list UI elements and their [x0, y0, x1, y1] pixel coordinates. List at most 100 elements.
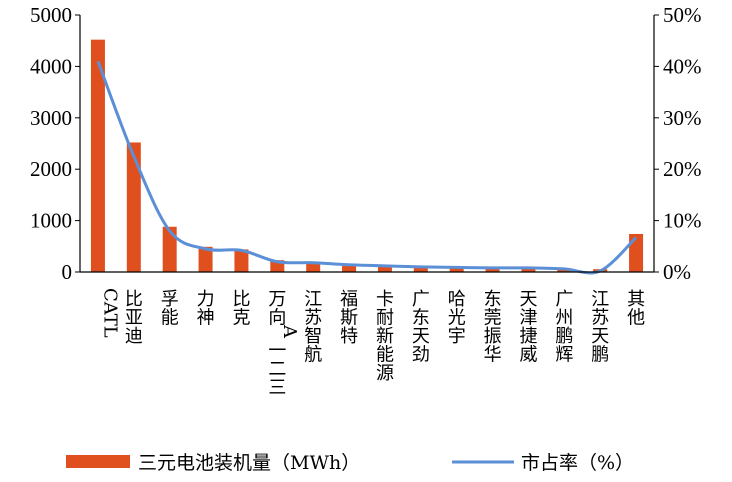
category-labels: CATL 比亚迪孚能力神比克万向A一二三江苏智航福斯特卡耐新能源广东天劲哈光宇东莞… [99, 288, 645, 399]
category-label: 力神 [197, 289, 215, 329]
svg-text:辉: 辉 [555, 345, 573, 366]
bar [162, 226, 177, 272]
svg-text:他: 他 [627, 308, 645, 329]
category-label: 比亚迪 [125, 289, 143, 347]
svg-text:比: 比 [232, 289, 250, 310]
category-label: CATL [99, 288, 120, 338]
legend-bar-label: 三元电池装机量（MWh） [138, 452, 360, 474]
bar [126, 142, 141, 272]
left-tick-label: 0 [62, 260, 73, 284]
right-tick-label: 10% [663, 209, 702, 233]
svg-text:力: 力 [197, 289, 215, 310]
svg-text:振: 振 [484, 326, 502, 347]
right-tick-label: 40% [663, 54, 702, 78]
svg-text:苏: 苏 [591, 308, 609, 329]
svg-text:克: 克 [232, 308, 250, 329]
right-tick-label: 50% [663, 3, 702, 27]
category-label: 比克 [232, 289, 250, 329]
svg-text:鹏: 鹏 [591, 345, 609, 366]
bar [449, 266, 464, 272]
svg-text:智: 智 [304, 326, 322, 347]
svg-text:斯: 斯 [340, 308, 358, 329]
svg-text:鹏: 鹏 [555, 326, 573, 347]
svg-text:苏: 苏 [304, 308, 322, 329]
svg-text:比: 比 [125, 289, 143, 310]
svg-text:A: A [279, 324, 300, 339]
svg-text:神: 神 [197, 308, 215, 329]
legend: 三元电池装机量（MWh） 市占率（%） [66, 452, 634, 474]
svg-text:其: 其 [627, 289, 645, 310]
left-tick-label: 4000 [30, 54, 72, 78]
svg-text:捷: 捷 [519, 326, 537, 347]
svg-text:能: 能 [161, 308, 179, 329]
svg-text:三: 三 [268, 378, 286, 399]
svg-text:江: 江 [591, 289, 609, 310]
svg-text:哈: 哈 [448, 289, 466, 310]
bar [234, 249, 249, 272]
category-label: 福斯特 [340, 289, 358, 347]
svg-text:亚: 亚 [125, 308, 143, 329]
svg-text:东: 东 [412, 308, 430, 329]
svg-text:广: 广 [412, 289, 430, 310]
svg-text:津: 津 [519, 308, 537, 329]
bar [629, 233, 644, 272]
svg-text:天: 天 [412, 326, 430, 347]
svg-text:广: 广 [555, 289, 573, 310]
bar [413, 266, 428, 272]
svg-text:航: 航 [304, 345, 322, 366]
svg-text:耐: 耐 [376, 308, 394, 329]
svg-text:CATL: CATL [99, 288, 120, 338]
svg-text:光: 光 [448, 308, 466, 329]
svg-text:一: 一 [268, 341, 286, 362]
bar [342, 264, 357, 272]
svg-text:东: 东 [484, 289, 502, 310]
category-label: 其他 [627, 289, 645, 329]
svg-text:福: 福 [340, 289, 358, 310]
svg-text:新: 新 [376, 326, 394, 347]
svg-text:江: 江 [304, 289, 322, 310]
bar [270, 260, 285, 272]
category-label: 孚能 [161, 289, 179, 329]
svg-text:莞: 莞 [484, 308, 502, 329]
share-line [96, 60, 638, 275]
svg-text:二: 二 [268, 359, 286, 380]
bar [198, 246, 213, 272]
svg-text:万: 万 [268, 289, 286, 310]
category-label: 哈光宇 [448, 289, 466, 347]
legend-line-label: 市占率（%） [521, 452, 634, 474]
svg-text:劲: 劲 [412, 345, 430, 366]
bar [306, 261, 321, 272]
svg-text:迪: 迪 [125, 326, 143, 347]
svg-text:能: 能 [376, 345, 394, 366]
svg-text:特: 特 [340, 326, 358, 347]
svg-text:天: 天 [591, 326, 609, 347]
line-series [96, 60, 638, 275]
svg-text:天: 天 [519, 289, 537, 310]
bar [521, 267, 536, 272]
svg-text:华: 华 [484, 345, 502, 366]
svg-text:向: 向 [268, 308, 286, 329]
right-tick-label: 0% [663, 260, 691, 284]
svg-text:威: 威 [519, 345, 537, 366]
left-tick-label: 1000 [30, 209, 72, 233]
right-axis-ticks: 0% 10% 20% 30% 40% 50% [663, 3, 702, 284]
svg-text:卡: 卡 [376, 289, 394, 310]
svg-text:州: 州 [555, 308, 573, 329]
bar [485, 267, 500, 272]
svg-text:宇: 宇 [448, 326, 466, 347]
bar [90, 39, 105, 273]
left-tick-label: 5000 [30, 3, 72, 27]
bar [377, 265, 392, 272]
legend-bar-swatch [66, 455, 130, 468]
left-tick-label: 2000 [30, 157, 72, 181]
left-tick-label: 3000 [30, 106, 72, 130]
right-tick-label: 20% [663, 157, 702, 181]
